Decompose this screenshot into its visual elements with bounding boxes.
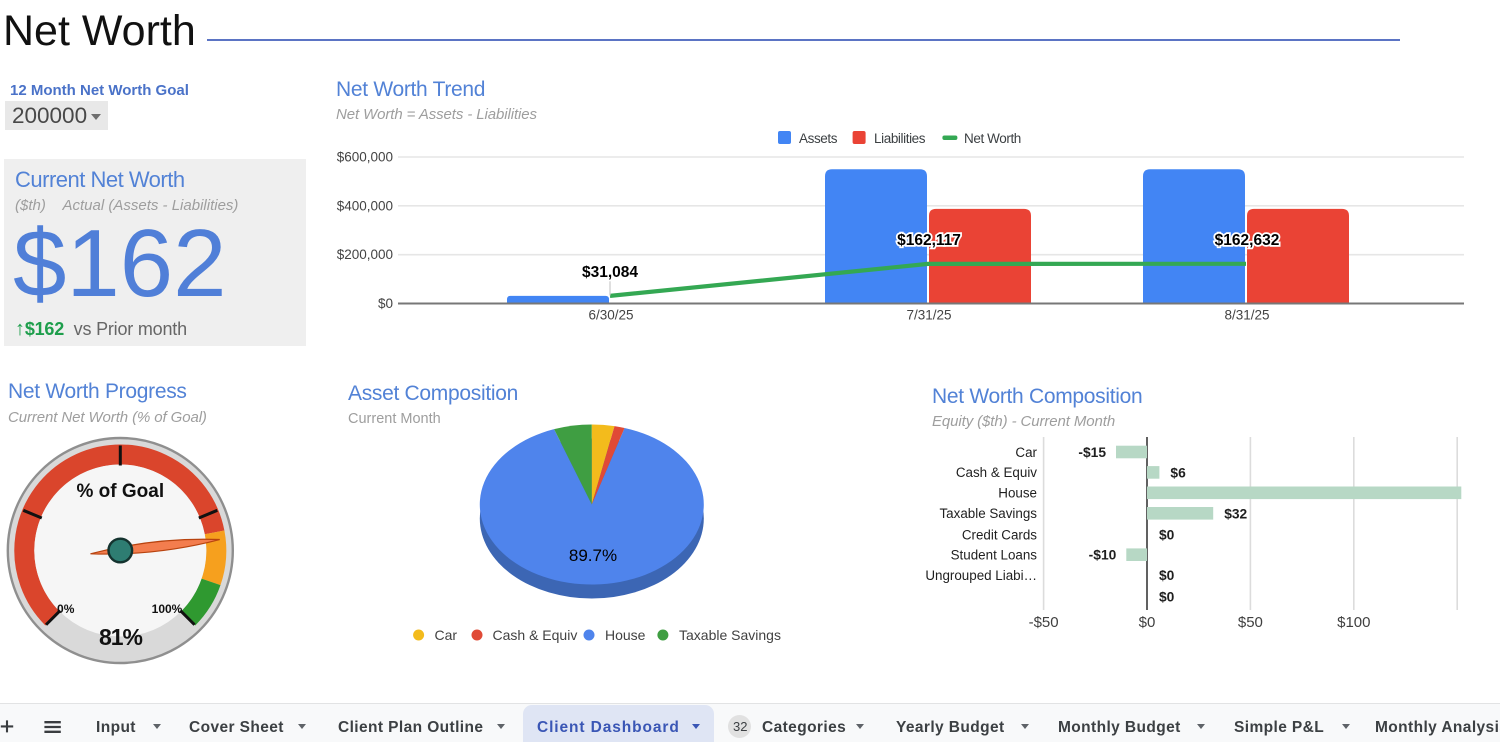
svg-text:House: House <box>998 486 1037 501</box>
svg-text:% of Goal: % of Goal <box>76 481 164 502</box>
svg-text:Student Loans: Student Loans <box>951 548 1038 563</box>
svg-text:6/30/25: 6/30/25 <box>588 308 633 323</box>
svg-text:Assets: Assets <box>799 131 838 146</box>
svg-text:-$15: -$15 <box>1078 445 1106 460</box>
svg-text:$162,632: $162,632 <box>1215 232 1280 249</box>
svg-text:$162,117: $162,117 <box>897 232 961 249</box>
svg-text:House: House <box>605 627 646 643</box>
svg-text:-$50: -$50 <box>1029 614 1059 631</box>
svg-text:$400,000: $400,000 <box>337 198 393 213</box>
svg-text:$0: $0 <box>1159 528 1175 543</box>
svg-text:$100: $100 <box>1337 614 1370 631</box>
svg-text:$0: $0 <box>1159 590 1175 605</box>
svg-text:$0: $0 <box>378 296 393 311</box>
svg-text:89.7%: 89.7% <box>569 546 617 565</box>
svg-text:Car: Car <box>435 627 458 643</box>
svg-text:$600,000: $600,000 <box>337 150 393 165</box>
svg-text:$0: $0 <box>1159 568 1175 583</box>
svg-text:Taxable Savings: Taxable Savings <box>679 627 781 643</box>
svg-text:-$10: -$10 <box>1089 548 1117 563</box>
svg-text:0%: 0% <box>57 602 75 616</box>
svg-text:$200,000: $200,000 <box>337 247 393 262</box>
svg-text:Net Worth: Net Worth <box>964 131 1021 146</box>
svg-text:Car: Car <box>1015 445 1037 460</box>
svg-text:$0: $0 <box>1139 614 1156 631</box>
svg-text:7/31/25: 7/31/25 <box>906 308 951 323</box>
svg-text:$32: $32 <box>1224 506 1247 521</box>
svg-text:$31,084: $31,084 <box>582 264 638 281</box>
svg-text:100%: 100% <box>152 602 183 616</box>
svg-text:$6: $6 <box>1170 465 1186 480</box>
svg-text:Ungrouped Liabi…: Ungrouped Liabi… <box>925 568 1037 583</box>
svg-text:Credit Cards: Credit Cards <box>962 527 1037 542</box>
svg-text:Taxable Savings: Taxable Savings <box>939 506 1037 521</box>
svg-text:Cash & Equiv: Cash & Equiv <box>956 465 1037 480</box>
svg-text:Cash & Equiv: Cash & Equiv <box>493 627 578 643</box>
svg-text:$50: $50 <box>1238 614 1263 631</box>
svg-text:81%: 81% <box>99 624 143 650</box>
svg-text:8/31/25: 8/31/25 <box>1224 308 1269 323</box>
svg-text:Liabilities: Liabilities <box>874 131 926 146</box>
